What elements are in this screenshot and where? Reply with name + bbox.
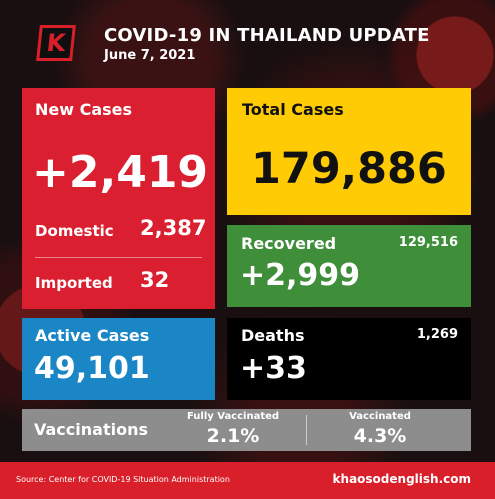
total-cases-panel: Total Cases 179,886 <box>227 88 471 215</box>
fully-vaccinated-label: Fully Vaccinated <box>186 411 280 422</box>
active-cases-value: 49,101 <box>34 351 150 386</box>
fully-vaccinated-value: 2.1% <box>206 425 260 447</box>
deaths-total: 1,269 <box>416 327 458 342</box>
deaths-label: Deaths <box>241 326 305 345</box>
deaths-panel: Deaths 1,269 +33 <box>227 318 471 400</box>
active-cases-panel: Active Cases 49,101 <box>22 318 215 400</box>
vaccinations-divider <box>306 415 307 445</box>
domestic-value: 2,387 <box>140 216 207 240</box>
vaccinations-panel: Vaccinations Fully Vaccinated 2.1% Vacci… <box>22 409 471 451</box>
new-cases-label: New Cases <box>35 100 133 119</box>
total-cases-value: 179,886 <box>251 144 447 194</box>
footer-bar: Source: Center for COVID-19 Situation Ad… <box>0 462 495 499</box>
recovered-total: 129,516 <box>398 235 458 250</box>
domestic-label: Domestic <box>35 222 114 240</box>
site-link[interactable]: khaosodenglish.com <box>332 472 471 486</box>
khaosod-logo: K <box>36 25 76 61</box>
total-cases-label: Total Cases <box>242 100 344 119</box>
new-cases-panel: New Cases +2,419 Domestic 2,387 Imported… <box>22 88 215 309</box>
imported-value: 32 <box>140 268 170 292</box>
page-title: COVID-19 IN THAILAND UPDATE <box>104 25 430 46</box>
new-cases-value: +2,419 <box>32 147 209 198</box>
vaccinations-label: Vaccinations <box>34 420 148 439</box>
logo-letter: K <box>45 29 67 57</box>
vaccinated-value: 4.3% <box>353 425 407 447</box>
divider <box>35 257 202 258</box>
recovered-panel: Recovered 129,516 +2,999 <box>227 225 471 307</box>
recovered-value: +2,999 <box>240 258 361 293</box>
source-text: Source: Center for COVID-19 Situation Ad… <box>16 475 230 484</box>
active-cases-label: Active Cases <box>35 326 150 345</box>
page-date: June 7, 2021 <box>104 48 196 63</box>
vaccinated-label: Vaccinated <box>349 411 411 422</box>
imported-label: Imported <box>35 274 113 292</box>
recovered-label: Recovered <box>241 234 337 253</box>
deaths-value: +33 <box>240 351 307 386</box>
